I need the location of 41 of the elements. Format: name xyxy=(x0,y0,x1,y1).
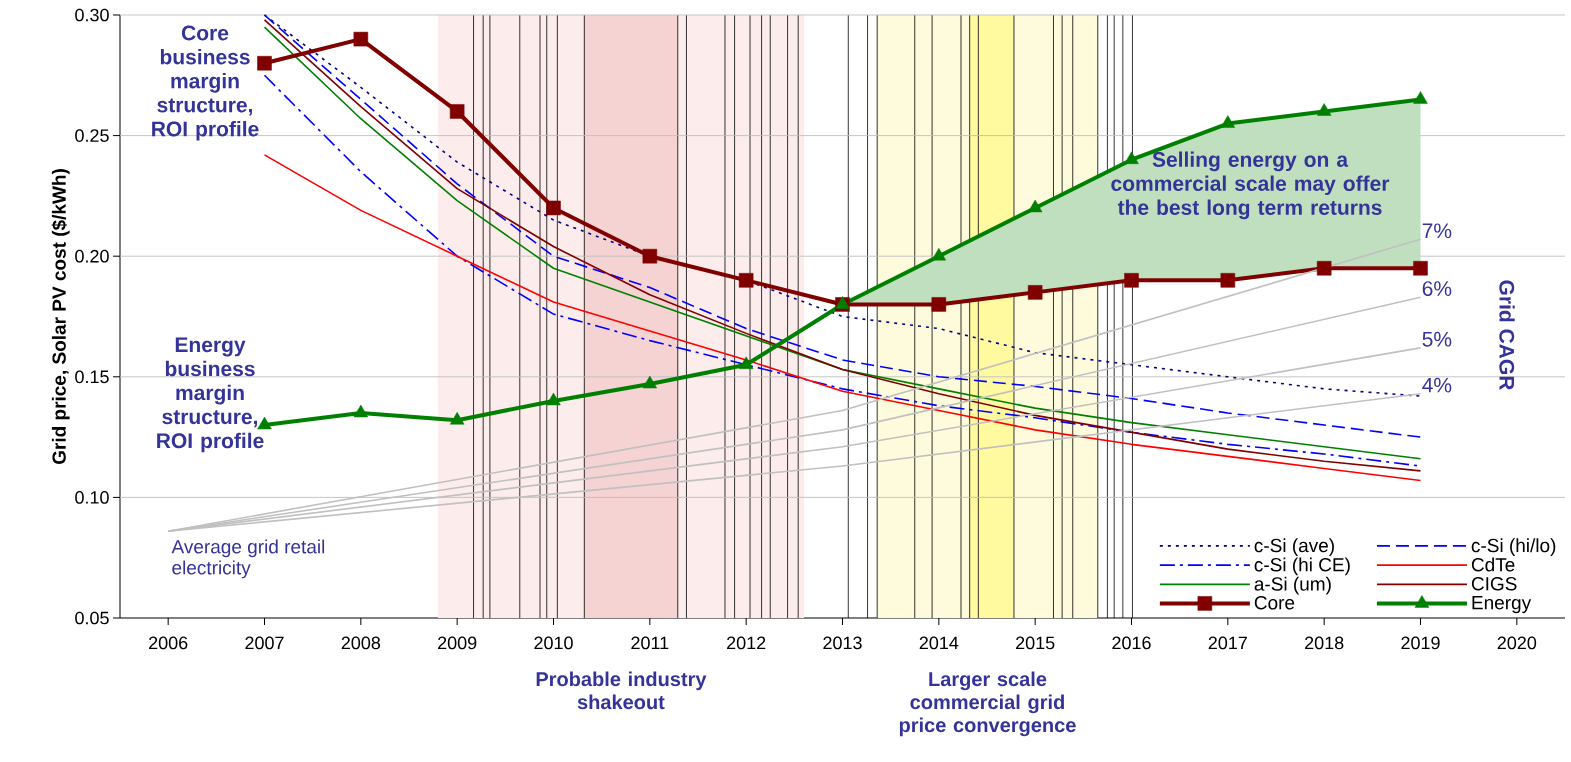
annotation: Average grid retail electricity xyxy=(171,539,325,579)
legend-label: c-Si (hi/lo) xyxy=(1471,538,1556,556)
y-axis-title: Grid price, Solar PV cost ($/kWh) xyxy=(51,169,70,465)
x-tick-label: 2012 xyxy=(727,636,766,650)
y-tick-label: 0.15 xyxy=(75,370,109,384)
x-tick-label: 2014 xyxy=(919,636,959,650)
annotation: Grid CAGR xyxy=(1499,280,1515,390)
x-tick-label: 2020 xyxy=(1497,636,1537,650)
x-tick-label: 2010 xyxy=(534,636,573,650)
y-tick-label: 0.05 xyxy=(75,611,109,625)
series-label: 6% xyxy=(1422,281,1452,296)
x-tick-label: 2015 xyxy=(1016,636,1055,650)
x-tick-label: 2008 xyxy=(341,636,381,650)
series-label: 4% xyxy=(1422,377,1452,393)
annotation: Selling energy on a commercial scale may offer the best long term returns xyxy=(1111,151,1390,220)
x-tick-label: 2006 xyxy=(149,636,188,650)
x-tick-label: 2017 xyxy=(1208,636,1247,650)
legend-label: Core xyxy=(1254,596,1295,610)
legend-label: a-Si (um) xyxy=(1254,576,1331,595)
legend-label: CIGS xyxy=(1471,577,1517,591)
legend-label: Energy xyxy=(1472,596,1532,614)
x-tick-label: 2009 xyxy=(438,636,477,650)
series-label: 7% xyxy=(1422,223,1452,239)
annotation: Core business margin structure, ROI profile xyxy=(152,25,259,141)
y-tick-label: 0.30 xyxy=(75,8,109,22)
y-tick-label: 0.25 xyxy=(75,129,109,142)
x-tick-label: 2013 xyxy=(823,636,862,650)
x-tick-label: 2019 xyxy=(1401,636,1440,650)
y-tick-label: 0.20 xyxy=(75,249,109,263)
x-tick-label: 2011 xyxy=(631,636,669,650)
annotation: Energy business margin structure, ROI profile xyxy=(157,337,264,453)
band-label: Probable industry shakeout xyxy=(536,671,707,710)
legend-label: c-Si (hi CE) xyxy=(1254,557,1350,576)
series-label: 5% xyxy=(1422,331,1452,347)
legend-label: c-Si (ave) xyxy=(1254,538,1334,556)
band-label: Larger scale commercial grid price convergence xyxy=(899,671,1076,737)
x-tick-label: 2018 xyxy=(1305,636,1344,650)
x-tick-label: 2016 xyxy=(1112,636,1151,650)
y-tick-label: 0.10 xyxy=(75,491,109,504)
x-tick-label: 2007 xyxy=(245,636,284,650)
legend-label: CdTe xyxy=(1471,557,1515,572)
